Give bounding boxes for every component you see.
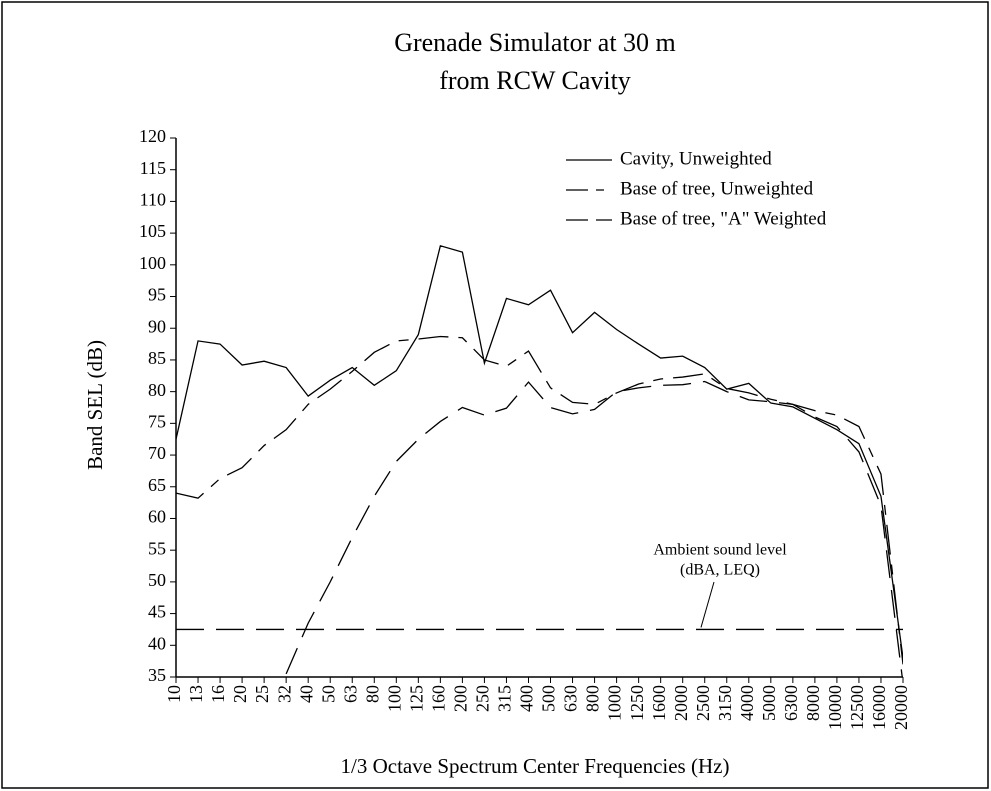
y-tick-label: 115 (140, 158, 166, 178)
x-tick-label: 200 (451, 685, 471, 712)
y-axis-label: Band SEL (dB) (83, 340, 107, 470)
x-tick-label: 16000 (869, 685, 889, 730)
annotation-leader (700, 581, 715, 628)
legend-label: Base of tree, "A" Weighted (620, 208, 827, 229)
y-tick-label: 70 (148, 443, 166, 463)
x-tick-label: 2000 (671, 685, 691, 721)
x-tick-label: 10000 (825, 685, 845, 730)
y-tick-label: 110 (140, 190, 166, 210)
y-tick-label: 75 (148, 411, 166, 431)
x-tick-label: 16 (208, 685, 228, 703)
x-tick-label: 1600 (649, 685, 669, 721)
chart-title: Grenade Simulator at 30 m (394, 28, 676, 57)
y-tick-label: 35 (148, 665, 166, 685)
y-tick-label: 50 (148, 570, 166, 590)
x-tick-label: 20000 (891, 685, 911, 730)
y-tick-label: 40 (148, 633, 166, 653)
x-tick-label: 32 (274, 685, 294, 703)
x-tick-label: 13 (186, 685, 206, 703)
y-tick-label: 80 (148, 380, 166, 400)
y-tick-label: 120 (139, 126, 166, 146)
x-tick-label: 8000 (803, 685, 823, 721)
y-tick-label: 60 (148, 507, 166, 527)
chart-title: from RCW Cavity (439, 66, 631, 95)
x-tick-label: 315 (495, 685, 515, 712)
x-tick-label: 400 (517, 685, 537, 712)
y-tick-label: 65 (148, 475, 166, 495)
legend-label: Base of tree, Unweighted (620, 178, 814, 199)
x-tick-label: 63 (340, 685, 360, 703)
x-tick-label: 500 (539, 685, 559, 712)
x-tick-label: 12500 (847, 685, 867, 730)
x-tick-label: 1250 (627, 685, 647, 721)
x-tick-label: 800 (583, 685, 603, 712)
annotation: Ambient sound level (653, 542, 787, 559)
x-tick-label: 25 (252, 685, 272, 703)
series-line (176, 335, 903, 665)
x-tick-label: 20 (230, 685, 250, 703)
x-tick-label: 1000 (605, 685, 625, 721)
y-tick-label: 90 (148, 316, 166, 336)
x-tick-label: 160 (428, 685, 448, 712)
series-line (176, 244, 903, 659)
x-tick-label: 40 (296, 685, 316, 703)
series-line (285, 380, 903, 677)
x-tick-label: 80 (362, 685, 382, 703)
annotation: (dBA, LEQ) (680, 562, 760, 579)
x-tick-label: 10 (164, 685, 184, 703)
x-tick-label: 630 (561, 685, 581, 712)
x-tick-label: 4000 (737, 685, 757, 721)
y-tick-label: 45 (148, 602, 166, 622)
x-axis-label: 1/3 Octave Spectrum Center Frequencies (… (341, 754, 730, 778)
x-tick-label: 2500 (693, 685, 713, 721)
y-tick-label: 105 (139, 221, 166, 241)
x-tick-label: 5000 (759, 685, 779, 721)
x-tick-label: 50 (318, 685, 338, 703)
legend-label: Cavity, Unweighted (620, 148, 772, 169)
y-tick-label: 85 (148, 348, 166, 368)
x-tick-label: 100 (384, 685, 404, 712)
x-tick-label: 6300 (781, 685, 801, 721)
y-tick-label: 100 (139, 253, 166, 273)
y-tick-label: 95 (148, 285, 166, 305)
x-tick-label: 125 (406, 685, 426, 712)
y-tick-label: 55 (148, 538, 166, 558)
x-tick-label: 250 (473, 685, 493, 712)
x-tick-label: 3150 (715, 685, 735, 721)
